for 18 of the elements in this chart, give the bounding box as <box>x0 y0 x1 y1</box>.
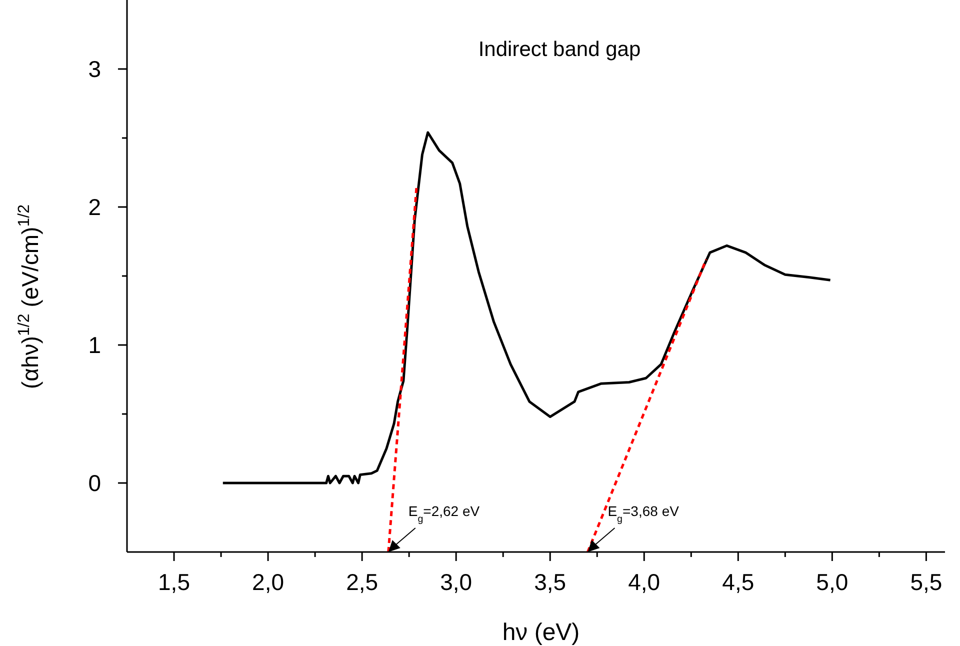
text: Indirect band gap <box>478 38 641 61</box>
x-tick-label: 4,5 <box>722 569 754 595</box>
line-series <box>222 131 832 484</box>
x-tick-label: 5,5 <box>910 569 942 595</box>
x-tick-label: 4,0 <box>628 569 660 595</box>
x-tick-label: 2,5 <box>346 569 378 595</box>
x-tick-label: 3,0 <box>440 569 472 595</box>
x-tick-label: 1,5 <box>158 569 190 595</box>
annotation: E$_{g}$=2,62 eV <box>408 503 480 524</box>
x-axis-title: hν (eV) <box>502 619 580 646</box>
y-tick-label: 2 <box>88 194 101 220</box>
y-tick-label: 3 <box>88 56 101 82</box>
x-tick-label: 2,0 <box>252 569 284 595</box>
x-tick-label: 3,5 <box>534 569 566 595</box>
x-tick-label: 5,0 <box>816 569 848 595</box>
y-tick-label: 0 <box>88 470 101 496</box>
annotation: E$_{g}$=3,68 eV <box>608 503 680 524</box>
y-tick-label: 1 <box>88 332 101 358</box>
